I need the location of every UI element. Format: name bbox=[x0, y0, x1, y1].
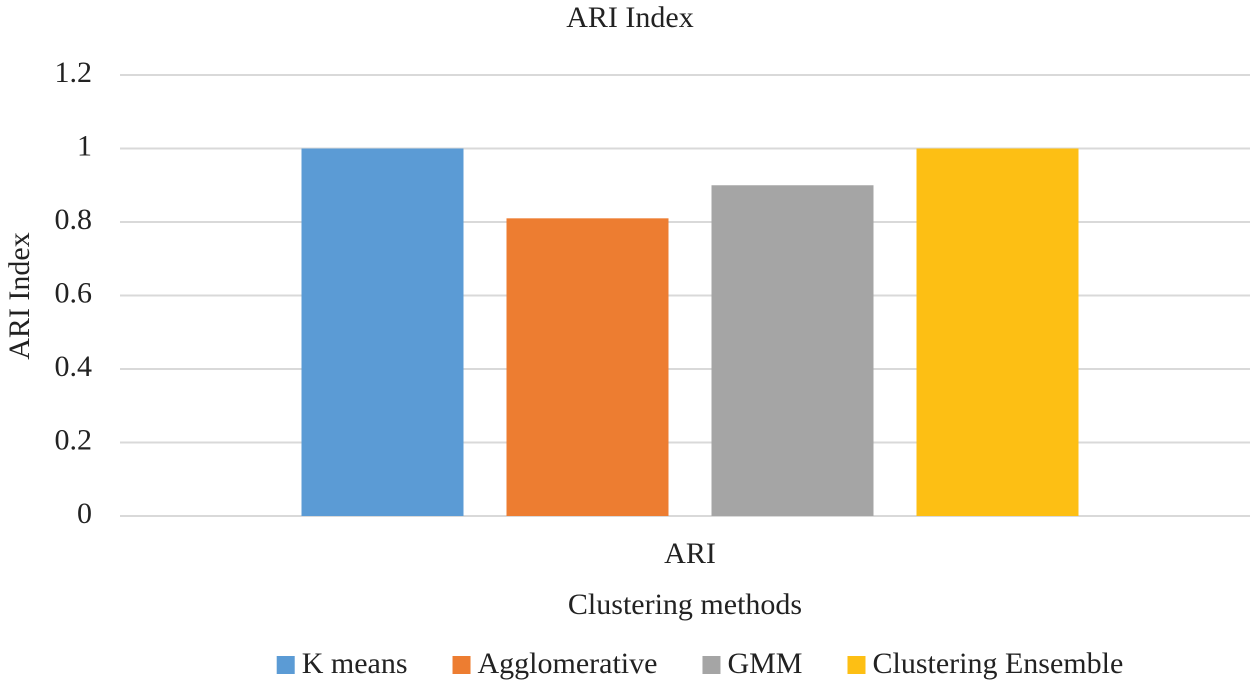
legend-swatch bbox=[847, 656, 866, 674]
legend-label: GMM bbox=[727, 647, 802, 680]
bar bbox=[506, 218, 669, 516]
y-axis-title: ARI Index bbox=[3, 232, 36, 359]
chart-title: ARI Index bbox=[566, 1, 693, 34]
legend-swatch bbox=[452, 656, 471, 674]
bar bbox=[301, 148, 464, 516]
legend-swatch bbox=[276, 656, 295, 674]
y-tick-label: 0 bbox=[77, 497, 92, 530]
y-tick-label: 1 bbox=[77, 129, 92, 162]
x-axis-title: Clustering methods bbox=[568, 588, 802, 621]
y-tick-label: 0.2 bbox=[55, 423, 93, 456]
y-tick-label: 1.2 bbox=[55, 56, 93, 89]
y-tick-label: 0.6 bbox=[55, 276, 93, 309]
y-tick-label: 0.8 bbox=[55, 203, 93, 236]
y-tick-label: 0.4 bbox=[55, 350, 93, 383]
x-tick-label: ARI bbox=[664, 537, 716, 570]
legend-label: Clustering Ensemble bbox=[872, 647, 1123, 680]
legend-swatch bbox=[702, 656, 721, 674]
bar bbox=[711, 185, 874, 516]
legend-label: K means bbox=[302, 647, 408, 680]
legend-label: Agglomerative bbox=[478, 647, 658, 680]
bar bbox=[916, 148, 1079, 516]
